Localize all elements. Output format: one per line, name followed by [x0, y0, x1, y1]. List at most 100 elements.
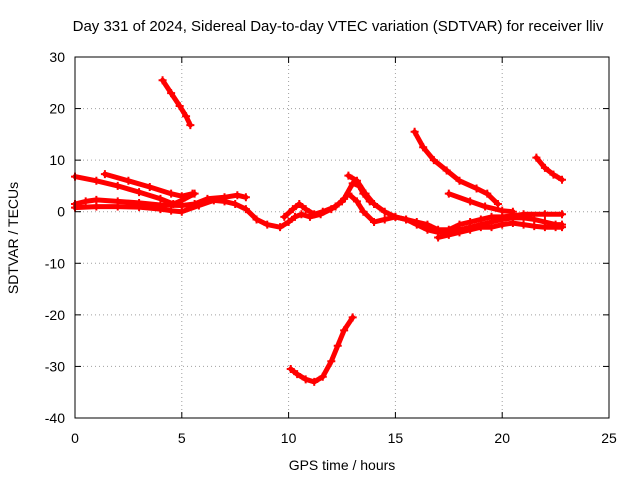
- data-point: [348, 313, 357, 322]
- data-point: [402, 215, 411, 224]
- data-point: [233, 191, 242, 200]
- series-arc-10: [444, 189, 517, 216]
- grid: [75, 57, 609, 418]
- data-point: [209, 196, 218, 205]
- x-axis-label: GPS time / hours: [289, 457, 396, 473]
- y-axis-label: SDTVAR / TECUs: [5, 182, 21, 294]
- data-point: [410, 127, 419, 136]
- data-point: [167, 189, 176, 198]
- data-point: [177, 207, 186, 216]
- data-point: [92, 195, 101, 204]
- x-tick-label: 10: [281, 430, 297, 446]
- data-series: [71, 76, 567, 386]
- data-point: [519, 220, 528, 229]
- data-point: [481, 202, 490, 211]
- data-point: [344, 171, 353, 180]
- data-point: [455, 176, 464, 185]
- data-point: [135, 188, 144, 197]
- y-tick-label: 10: [49, 152, 65, 168]
- series-line: [446, 191, 516, 215]
- data-point: [158, 76, 167, 85]
- series-arc-3: [100, 170, 197, 201]
- data-point: [540, 210, 549, 219]
- x-tick-label: 15: [388, 430, 404, 446]
- data-point: [301, 205, 310, 214]
- data-point: [466, 225, 475, 234]
- series-line: [533, 155, 565, 183]
- data-point: [92, 202, 101, 211]
- data-point: [508, 219, 517, 228]
- x-tick-label: 25: [601, 430, 617, 446]
- y-tick-label: 20: [49, 101, 65, 117]
- data-point: [558, 223, 567, 232]
- data-point: [361, 189, 370, 198]
- series-arc-8: [434, 219, 567, 242]
- series-arc-1: [158, 76, 195, 130]
- data-point: [532, 153, 541, 162]
- data-point: [540, 163, 549, 172]
- data-point: [498, 220, 507, 229]
- data-point: [145, 182, 154, 191]
- data-point: [549, 170, 558, 179]
- data-point: [483, 189, 492, 198]
- data-point: [391, 212, 400, 221]
- data-point: [241, 205, 250, 214]
- data-point: [175, 101, 184, 110]
- data-point: [293, 370, 302, 379]
- data-point: [519, 213, 528, 222]
- data-point: [318, 207, 327, 216]
- y-tick-label: 30: [49, 49, 65, 65]
- data-point: [280, 212, 289, 221]
- data-point: [135, 203, 144, 212]
- data-point: [444, 230, 453, 239]
- data-point: [124, 176, 133, 185]
- data-point: [530, 222, 539, 231]
- axes: 0 5 10 15 20 25 -40 -30 -20 -10 0 10 20 30: [45, 49, 617, 446]
- data-point: [252, 215, 261, 224]
- data-point: [444, 189, 453, 198]
- y-tick-label: -20: [45, 307, 65, 323]
- data-point: [241, 193, 250, 202]
- data-point: [359, 207, 368, 216]
- data-point: [167, 206, 176, 215]
- data-point: [220, 197, 229, 206]
- data-point: [530, 215, 539, 224]
- data-point: [340, 326, 349, 335]
- data-point: [455, 228, 464, 237]
- x-tick-label: 0: [71, 430, 79, 446]
- data-point: [352, 197, 361, 206]
- data-point: [352, 176, 361, 185]
- data-point: [558, 175, 567, 184]
- data-point: [558, 210, 567, 219]
- data-point: [284, 218, 293, 227]
- data-point: [380, 207, 389, 216]
- data-point: [429, 156, 438, 165]
- data-point: [194, 201, 203, 210]
- x-tick-label: 5: [178, 430, 186, 446]
- data-point: [113, 202, 122, 211]
- data-point: [310, 377, 319, 386]
- y-tick-label: 0: [57, 204, 65, 220]
- data-point: [231, 199, 240, 208]
- data-point: [442, 166, 451, 175]
- chart-title: Day 331 of 2024, Sidereal Day-to-day VTE…: [73, 18, 604, 35]
- data-point: [508, 207, 517, 216]
- data-point: [186, 121, 195, 130]
- data-point: [434, 233, 443, 242]
- data-point: [301, 375, 310, 384]
- data-point: [81, 197, 90, 206]
- data-point: [291, 212, 300, 221]
- y-tick-label: -10: [45, 255, 65, 271]
- data-point: [188, 189, 197, 198]
- y-tick-label: -40: [45, 410, 65, 426]
- data-point: [167, 89, 176, 98]
- data-point: [288, 205, 297, 214]
- data-point: [113, 181, 122, 190]
- series-arc-9: [410, 127, 502, 208]
- data-point: [182, 112, 191, 121]
- data-point: [540, 223, 549, 232]
- data-point: [370, 199, 379, 208]
- data-point: [498, 206, 507, 215]
- data-point: [380, 215, 389, 224]
